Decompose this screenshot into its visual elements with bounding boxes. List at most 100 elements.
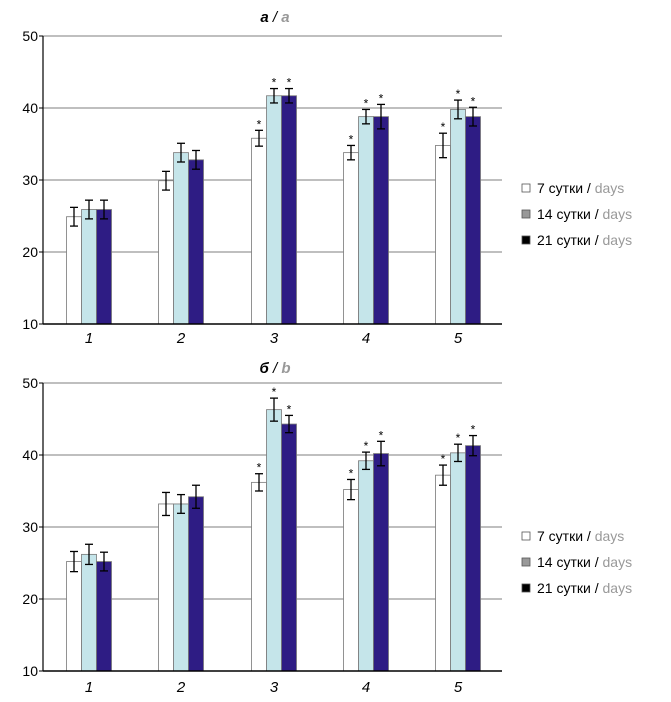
- legend-name: 14 сутки /: [537, 206, 603, 222]
- significance-mark: *: [379, 428, 384, 442]
- bar: [343, 152, 359, 325]
- x-tick-label: 3: [270, 679, 279, 696]
- x-tick-label: 4: [362, 330, 370, 347]
- bar: [450, 452, 466, 672]
- bar: [188, 496, 204, 672]
- y-tick-label: 20: [22, 244, 38, 260]
- chart-panel-2: б / b 10 20 30 40 50 * * * * * * * * * 1 2 3 4 5 7 сутки / d…: [22, 360, 632, 696]
- bar: [281, 95, 297, 325]
- y-tick-label: 30: [22, 172, 38, 188]
- legend-name: 21 сутки /: [537, 580, 603, 596]
- significance-mark: *: [379, 91, 384, 105]
- y-tick-label: 30: [22, 519, 38, 535]
- legend-name: 21 сутки /: [537, 232, 603, 248]
- bar: [251, 481, 267, 672]
- x-tick-label: 1: [85, 679, 93, 696]
- significance-mark: *: [257, 117, 262, 131]
- y-tick-label: 50: [22, 28, 38, 44]
- significance-mark: *: [287, 402, 292, 416]
- x-tick-label: 5: [454, 679, 463, 696]
- legend-name: 7 сутки /: [537, 180, 595, 196]
- x-tick-label: 1: [85, 330, 93, 347]
- significance-mark: *: [287, 76, 292, 90]
- title-alt: a: [281, 9, 289, 26]
- bar: [266, 409, 282, 672]
- bar: [188, 159, 204, 325]
- legend-label: 21 сутки / days: [537, 232, 632, 248]
- y-tick-label: 50: [22, 375, 38, 391]
- bar: [158, 180, 174, 325]
- bar: [373, 453, 389, 672]
- x-tick-label: 2: [176, 330, 186, 347]
- legend-label: 7 сутки / days: [537, 180, 624, 196]
- legend-swatch: [521, 235, 531, 245]
- legend-name-alt: days: [603, 580, 633, 596]
- bar: [281, 423, 297, 672]
- y-tick-label: 40: [22, 100, 38, 116]
- legend-swatch: [521, 531, 531, 541]
- legend-name-alt: days: [603, 554, 633, 570]
- legend-name-alt: days: [603, 206, 633, 222]
- title-separator: /: [269, 360, 282, 377]
- x-tick-label: 5: [454, 330, 463, 347]
- title-separator: /: [269, 9, 282, 26]
- legend-swatch: [521, 183, 531, 193]
- bar: [81, 553, 97, 672]
- significance-mark: *: [364, 439, 369, 453]
- x-tick-label: 4: [362, 679, 370, 696]
- significance-mark: *: [471, 423, 476, 437]
- bar: [158, 503, 174, 672]
- title-main: б: [260, 360, 270, 377]
- bar: [465, 116, 481, 325]
- legend-swatch: [521, 209, 531, 219]
- legend-name-alt: days: [603, 232, 633, 248]
- significance-mark: *: [441, 452, 446, 466]
- bar: [343, 489, 359, 672]
- legend-name: 7 сутки /: [537, 528, 595, 544]
- legend-label: 14 сутки / days: [537, 554, 632, 570]
- legend-name: 14 сутки /: [537, 554, 603, 570]
- significance-mark: *: [364, 96, 369, 110]
- bar: [450, 109, 466, 325]
- bar: [358, 116, 374, 325]
- legend-name-alt: days: [595, 180, 625, 196]
- bar: [435, 474, 451, 672]
- significance-mark: *: [456, 87, 461, 101]
- significance-mark: *: [471, 94, 476, 108]
- title-main: а: [260, 9, 268, 26]
- y-tick-label: 10: [22, 316, 38, 332]
- title-alt: b: [281, 360, 290, 377]
- bar: [465, 445, 481, 672]
- y-tick-label: 20: [22, 591, 38, 607]
- legend-label: 14 сутки / days: [537, 206, 632, 222]
- legend-label: 21 сутки / days: [537, 580, 632, 596]
- significance-mark: *: [441, 120, 446, 134]
- bar: [96, 209, 112, 325]
- bar: [435, 145, 451, 325]
- significance-mark: *: [257, 461, 262, 475]
- chart-title: а / a: [260, 9, 289, 26]
- y-tick-label: 40: [22, 447, 38, 463]
- legend-swatch: [521, 557, 531, 567]
- bar: [96, 561, 112, 672]
- bar: [266, 95, 282, 325]
- legend-label: 7 сутки / days: [537, 528, 624, 544]
- legend-name-alt: days: [595, 528, 625, 544]
- chart-title: б / b: [260, 360, 291, 377]
- bar: [173, 152, 189, 325]
- x-tick-label: 3: [270, 330, 279, 347]
- significance-mark: *: [272, 76, 277, 90]
- significance-mark: *: [456, 431, 461, 445]
- legend-swatch: [521, 583, 531, 593]
- chart-panel-1: а / a 10 20 30 40 50 * * * * * * * * * 1 2 3 4 5 7 сутки / d…: [22, 9, 632, 347]
- bar: [81, 209, 97, 325]
- x-tick-label: 2: [176, 679, 186, 696]
- significance-mark: *: [349, 466, 354, 480]
- bar: [251, 137, 267, 325]
- bar: [358, 460, 374, 672]
- bar: [373, 116, 389, 325]
- bar: [66, 561, 82, 672]
- bar: [66, 216, 82, 325]
- significance-mark: *: [349, 132, 354, 146]
